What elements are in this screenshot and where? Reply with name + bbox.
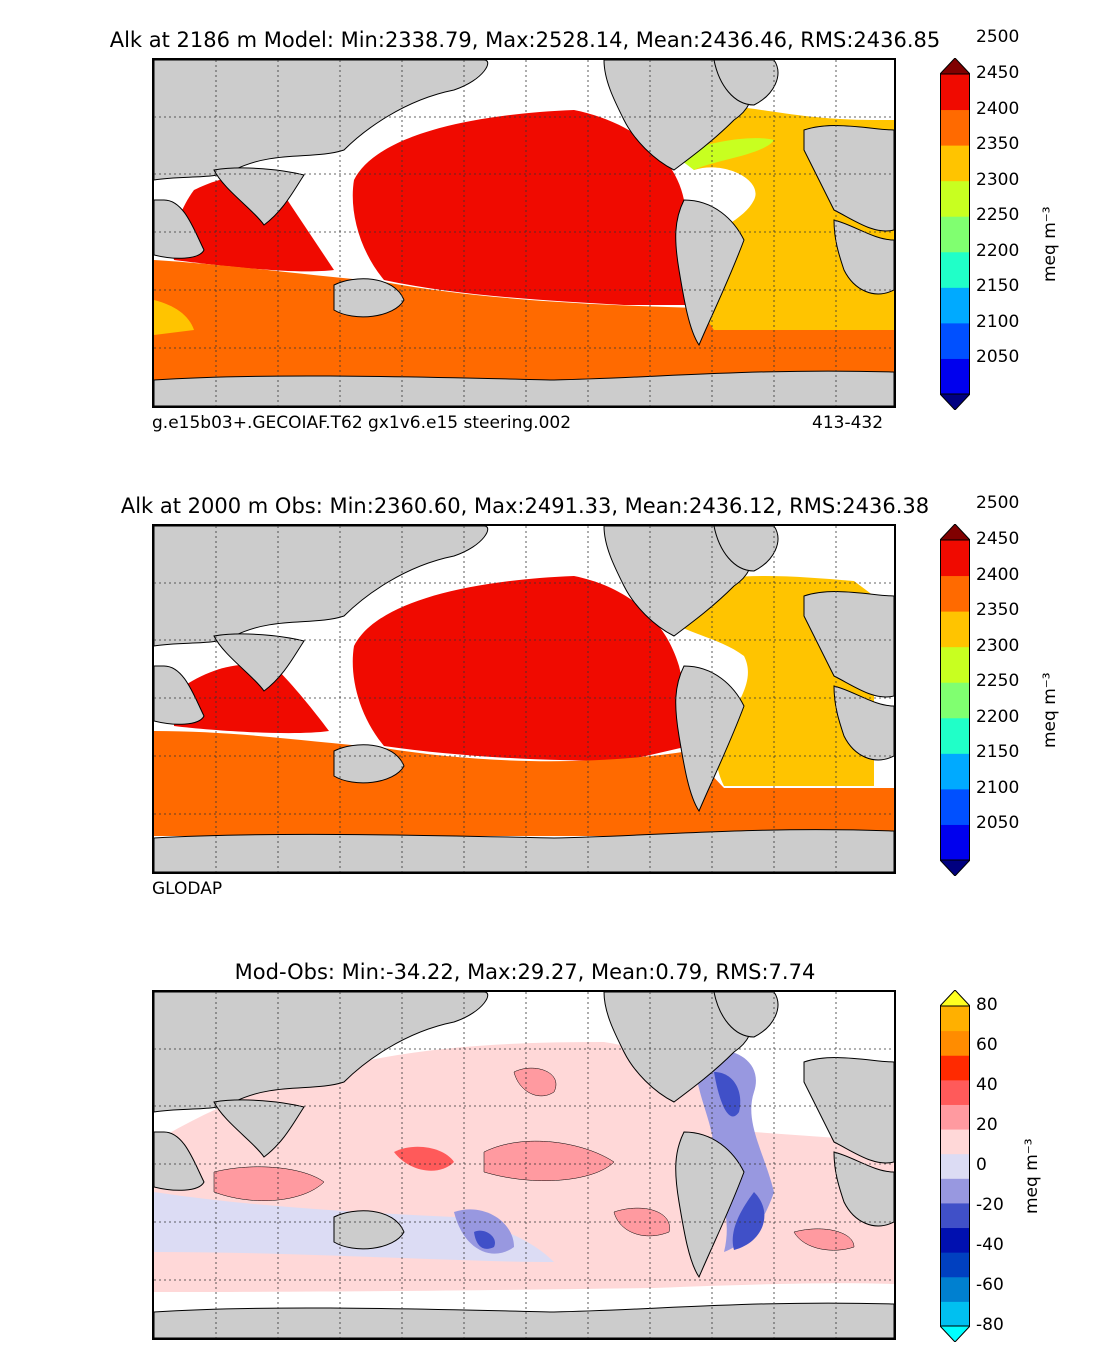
colorbar-segment: [940, 682, 970, 719]
colorbar-tick-label: 2350: [976, 600, 1020, 621]
colorbar-model: [938, 57, 972, 411]
colorbar-tick-label: 2350: [976, 134, 1020, 155]
footer-model-years: 413-432: [812, 413, 884, 433]
footer-obs-source: GLODAP: [152, 879, 223, 899]
colorbar-obs: [938, 523, 972, 877]
colorbar-tick-label: -80: [976, 1315, 1004, 1335]
colorbar-tick-label: -40: [976, 1235, 1004, 1255]
colorbar-segment: [940, 788, 970, 825]
colorbar-segment: [940, 1202, 970, 1229]
colorbar-segment: [940, 358, 970, 395]
colorbar-diff-swatches: [938, 989, 972, 1343]
colorbar-segment: [940, 540, 970, 577]
panel-title-model: Alk at 2186 m Model: Min:2338.79, Max:25…: [109, 28, 941, 52]
colorbar-segment: [940, 216, 970, 253]
colorbar-segment: [940, 1030, 970, 1056]
colorbar-obs-swatches: [938, 523, 972, 877]
colorbar-segment: [940, 575, 970, 612]
colorbar-frame: [940, 539, 970, 861]
colorbar-tick-label: 20: [976, 1115, 998, 1135]
colorbar-tick-label: 2100: [976, 777, 1020, 798]
panel-title-obs: Alk at 2000 m Obs: Min:2360.60, Max:2491…: [120, 494, 930, 518]
map-obs: [152, 524, 896, 874]
colorbar-segment: [940, 646, 970, 683]
colorbar-tick-label: 2150: [976, 276, 1020, 297]
colorbar-segment: [940, 1006, 970, 1032]
map-model: [152, 58, 896, 408]
colorbar-segment: [940, 1227, 970, 1253]
colorbar-model-units: meq m⁻³: [1040, 206, 1060, 282]
colorbar-frame: [940, 73, 970, 395]
colorbar-segment: [940, 1055, 970, 1081]
colorbar-extend-max: [938, 57, 972, 75]
colorbar-segment: [940, 1104, 970, 1130]
map-obs-canvas: [154, 526, 894, 872]
colorbar-tick-label: 2100: [976, 311, 1020, 332]
colorbar-tick-label: 2450: [976, 529, 1020, 549]
colorbar-tick-label: 2250: [976, 671, 1020, 692]
colorbar-segment: [940, 180, 970, 217]
colorbar-tick-label: 60: [976, 1035, 998, 1055]
colorbar-diff: [938, 989, 972, 1343]
colorbar-segment: [940, 1252, 970, 1278]
colorbar-tick-label: 0: [976, 1155, 987, 1175]
colorbar-tick-label: 2300: [976, 169, 1020, 190]
colorbar-segment: [940, 74, 970, 111]
map-diff: [152, 990, 896, 1340]
map-diff-canvas: [154, 992, 894, 1338]
panel-title-diff: Mod-Obs: Min:-34.22, Max:29.27, Mean:0.7…: [234, 960, 816, 984]
footer-model-run: g.e15b03+.GECOIAF.T62 gx1v6.e15 steering…: [152, 413, 572, 433]
colorbar-tick-label: 2200: [976, 240, 1020, 261]
colorbar-extend-min: [938, 393, 972, 411]
colorbar-segment: [940, 251, 970, 288]
colorbar-tick-label: 2300: [976, 635, 1020, 656]
colorbar-tick-label: 2450: [976, 63, 1020, 83]
colorbar-tick-label: 40: [976, 1075, 998, 1095]
colorbar-diff-units: meq m⁻³: [1022, 1138, 1042, 1214]
colorbar-tick-label: 2200: [976, 706, 1020, 727]
colorbar-tick-label: 2500: [976, 493, 1020, 514]
colorbar-extend-min: [938, 859, 972, 877]
colorbar-segment: [940, 287, 970, 324]
colorbar-segment: [940, 717, 970, 754]
colorbar-model-swatches: [938, 57, 972, 411]
colorbar-frame: [940, 1005, 970, 1327]
colorbar-extend-min: [938, 1325, 972, 1343]
colorbar-tick-label: 2050: [976, 813, 1020, 834]
colorbar-tick-label: -60: [976, 1275, 1004, 1295]
colorbar-extend-max: [938, 523, 972, 541]
colorbar-segment: [940, 109, 970, 146]
colorbar-extend-max: [938, 989, 972, 1007]
colorbar-tick-label: 2050: [976, 347, 1020, 368]
colorbar-segment: [940, 1276, 970, 1302]
colorbar-tick-label: 80: [976, 995, 998, 1015]
colorbar-segment: [940, 824, 970, 861]
colorbar-segment: [940, 145, 970, 182]
colorbar-segment: [940, 1178, 970, 1204]
colorbar-tick-label: 2500: [976, 27, 1020, 48]
colorbar-segment: [940, 611, 970, 648]
map-model-canvas: [154, 60, 894, 406]
colorbar-segment: [940, 1129, 970, 1155]
colorbar-segment: [940, 1153, 970, 1179]
colorbar-obs-units: meq m⁻³: [1040, 672, 1060, 748]
colorbar-tick-label: 2400: [976, 98, 1020, 119]
colorbar-tick-label: -20: [976, 1195, 1004, 1215]
colorbar-segment: [940, 1079, 970, 1105]
colorbar-tick-label: 2400: [976, 564, 1020, 585]
colorbar-segment: [940, 1301, 970, 1327]
colorbar-tick-label: 2250: [976, 205, 1020, 226]
colorbar-tick-label: 2150: [976, 742, 1020, 763]
colorbar-segment: [940, 322, 970, 359]
colorbar-segment: [940, 753, 970, 790]
